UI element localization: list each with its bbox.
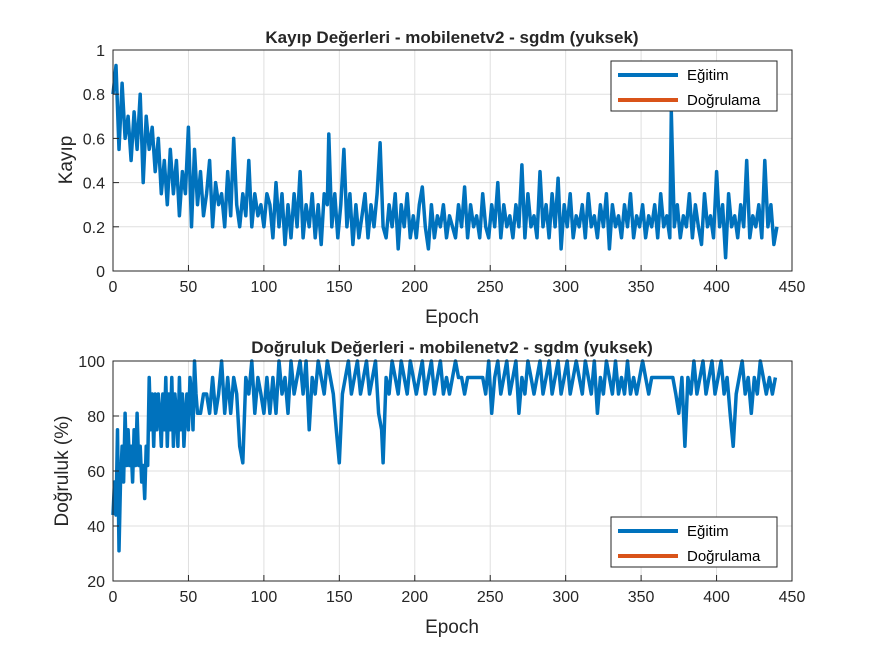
loss-x-tick-label: 250 — [477, 279, 504, 296]
accuracy-y-tick-label: 100 — [78, 354, 105, 371]
loss-x-tick-label: 450 — [779, 279, 806, 296]
accuracy-x-tick-label: 450 — [779, 589, 806, 606]
loss-y-tick-label: 0 — [96, 264, 105, 281]
loss-x-tick-label: 350 — [628, 279, 655, 296]
accuracy-chart-title: Doğruluk Değerleri - mobilenetv2 - sgdm … — [251, 338, 652, 357]
accuracy-legend-label-dogrulama: Doğrulama — [687, 548, 761, 565]
loss-x-tick-label: 400 — [703, 279, 730, 296]
loss-x-tick-label: 0 — [109, 279, 118, 296]
accuracy-chart: 0 50 100 150 200 250 300 350 400 450 20 40 60 80 100 D… — [52, 338, 805, 638]
accuracy-x-tick-label: 150 — [326, 589, 353, 606]
loss-x-tick-label: 100 — [251, 279, 278, 296]
loss-x-axis-label: Epoch — [425, 307, 479, 328]
loss-legend-label-dogrulama: Doğrulama — [687, 92, 761, 109]
loss-y-tick-label: 0.8 — [83, 87, 105, 104]
loss-chart: 0 50 100 150 200 250 300 350 400 450 0 0.2 0.4 0.6 0.8… — [56, 28, 805, 328]
loss-x-tick-label: 300 — [552, 279, 579, 296]
accuracy-y-tick-label: 80 — [87, 409, 105, 426]
accuracy-x-tick-label: 0 — [109, 589, 118, 606]
accuracy-legend-box — [610, 516, 778, 568]
loss-x-tick-label: 50 — [180, 279, 198, 296]
accuracy-legend-label-egitim: Eğitim — [687, 523, 729, 540]
loss-series-line-0 — [111, 63, 779, 260]
loss-legend-box — [610, 60, 778, 112]
loss-y-tick-label: 1 — [96, 43, 105, 60]
accuracy-x-tick-label: 100 — [251, 589, 278, 606]
loss-legend: Eğitim Doğrulama — [610, 60, 778, 112]
accuracy-y-tick-label: 60 — [87, 464, 105, 481]
accuracy-y-tick-label: 40 — [87, 519, 105, 536]
loss-y-tick-label: 0.4 — [83, 176, 105, 193]
accuracy-x-tick-label: 400 — [703, 589, 730, 606]
loss-y-tick-label: 0.6 — [83, 131, 105, 148]
loss-x-tick-label: 200 — [401, 279, 428, 296]
accuracy-legend: Eğitim Doğrulama — [610, 516, 778, 568]
accuracy-y-axis-label: Doğruluk (%) — [52, 416, 73, 527]
loss-legend-label-egitim: Eğitim — [687, 67, 729, 84]
accuracy-x-tick-label: 200 — [401, 589, 428, 606]
accuracy-x-tick-label: 250 — [477, 589, 504, 606]
loss-y-tick-label: 0.2 — [83, 220, 105, 237]
accuracy-x-tick-label: 350 — [628, 589, 655, 606]
accuracy-x-tick-label: 300 — [552, 589, 579, 606]
loss-y-axis-label: Kayıp — [56, 136, 77, 185]
accuracy-y-tick-label: 20 — [87, 574, 105, 591]
accuracy-x-tick-label: 50 — [180, 589, 198, 606]
loss-chart-title: Kayıp Değerleri - mobilenetv2 - sgdm (yu… — [265, 28, 638, 47]
accuracy-x-axis-label: Epoch — [425, 617, 479, 638]
loss-x-tick-label: 150 — [326, 279, 353, 296]
